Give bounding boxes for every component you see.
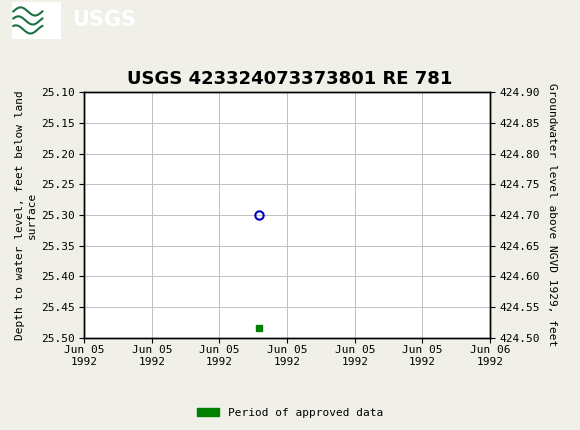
Y-axis label: Groundwater level above NGVD 1929, feet: Groundwater level above NGVD 1929, feet <box>548 83 557 347</box>
Legend: Period of approved data: Period of approved data <box>193 403 387 422</box>
Text: USGS 423324073373801 RE 781: USGS 423324073373801 RE 781 <box>128 70 452 88</box>
Text: USGS: USGS <box>72 10 136 31</box>
Y-axis label: Depth to water level, feet below land
surface: Depth to water level, feet below land su… <box>15 90 37 340</box>
Bar <box>12 2 61 39</box>
